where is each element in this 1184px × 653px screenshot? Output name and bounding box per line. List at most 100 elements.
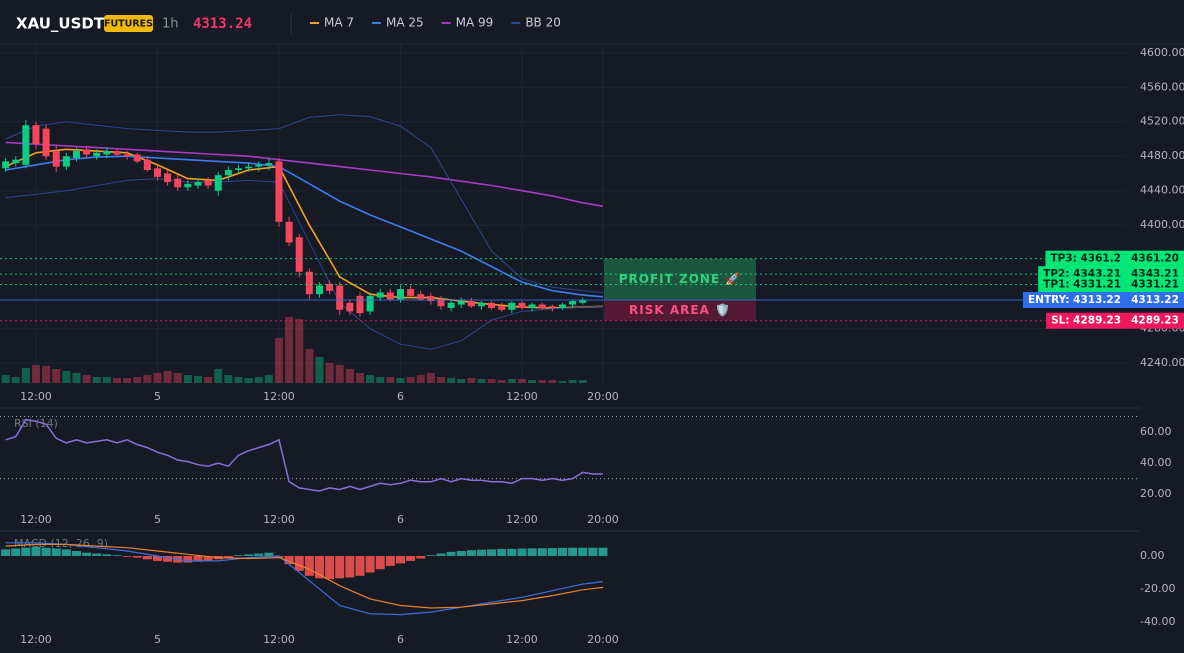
x-tick-label: 12:00 xyxy=(20,633,52,646)
symbol: XAU_USDT xyxy=(16,15,105,33)
volume-bar xyxy=(244,378,253,383)
macd-histogram-bar xyxy=(507,548,517,556)
macd-histogram-bar xyxy=(11,548,21,556)
x-tick-label: 6 xyxy=(397,633,404,646)
candle-body xyxy=(275,161,283,222)
macd-histogram-bar xyxy=(31,546,41,556)
y-tick-label: 4600.00 xyxy=(1140,46,1184,59)
candle-body xyxy=(457,301,465,305)
candle-body xyxy=(12,159,20,164)
macd-histogram-bar xyxy=(557,547,567,556)
level-tag: TP3: 4361.2 xyxy=(1050,253,1121,265)
candle-body xyxy=(174,178,182,188)
macd-histogram-bar xyxy=(274,555,284,558)
volume-bar xyxy=(345,369,354,383)
volume-bar xyxy=(143,375,152,383)
bb-lower xyxy=(5,178,604,350)
candle-body xyxy=(72,151,80,158)
volume-bar xyxy=(517,379,526,383)
macd-histogram-bar xyxy=(598,547,608,556)
x-tick-label: 20:00 xyxy=(587,390,619,403)
candle-body xyxy=(467,301,475,307)
x-tick-label: 6 xyxy=(397,390,404,403)
candle-body xyxy=(477,302,485,307)
level-tag-bg xyxy=(1046,312,1126,329)
macd-histogram-bar xyxy=(92,553,102,556)
macd-histogram-bar xyxy=(416,555,426,559)
volume-bar xyxy=(497,380,506,383)
macd-histogram-bar xyxy=(466,550,476,556)
x-tick-label: 6 xyxy=(397,513,404,526)
x-tick-label: 12:00 xyxy=(263,513,295,526)
legend-label: BB 20 xyxy=(525,16,561,30)
volume-bar xyxy=(447,378,456,383)
volume-bar xyxy=(204,377,213,383)
candle-body xyxy=(234,168,242,171)
macd-histogram-bar xyxy=(578,547,588,556)
volume-bar xyxy=(163,371,172,383)
axis-tag: 4331.21 xyxy=(1131,279,1179,291)
bb-upper xyxy=(5,114,604,293)
volume-bar xyxy=(325,363,334,383)
candle-body xyxy=(427,295,435,302)
candle-body xyxy=(315,285,323,295)
volume-bar xyxy=(274,338,283,383)
macd-histogram-bar xyxy=(223,555,233,558)
macd-histogram-bar xyxy=(517,548,527,556)
volume-bar xyxy=(254,377,263,383)
axis-tag: 4313.22 xyxy=(1131,294,1179,306)
volume-bar xyxy=(366,375,375,383)
candle-body xyxy=(417,294,425,300)
macd-histogram-bar xyxy=(365,555,375,573)
volume-bar xyxy=(528,380,537,383)
macd-histogram-bar xyxy=(385,555,395,566)
volume-bar xyxy=(538,380,547,383)
x-tick-label: 5 xyxy=(154,513,161,526)
candle-body xyxy=(356,295,364,314)
level-tag-bg xyxy=(1045,250,1126,267)
interval: 1h xyxy=(162,17,179,32)
macd-histogram-bar xyxy=(203,555,213,561)
y-tick-label: 4560.00 xyxy=(1140,80,1184,93)
legend-label: MA 25 xyxy=(386,16,424,30)
macd-histogram-bar xyxy=(568,547,578,556)
candle-body xyxy=(488,302,496,308)
y-tick-label: 20.00 xyxy=(1140,487,1172,500)
macd-histogram-bar xyxy=(132,555,142,558)
volume-bar xyxy=(264,375,273,383)
macd-histogram-bar xyxy=(284,555,294,565)
macd-histogram-bar xyxy=(21,547,31,556)
volume-bar xyxy=(11,377,20,383)
macd-line xyxy=(5,543,604,609)
volume-bar xyxy=(295,319,304,383)
volume-bar xyxy=(568,380,577,383)
volume-bar xyxy=(193,376,202,383)
last-price: 4313.24 xyxy=(193,16,252,32)
macd-histogram-bar xyxy=(254,553,264,556)
candle-body xyxy=(42,128,50,157)
volume-bar xyxy=(305,349,314,383)
macd-line xyxy=(5,542,604,616)
macd-histogram-bar xyxy=(233,555,243,556)
legend-label: MA 7 xyxy=(324,16,354,30)
volume-bar xyxy=(335,365,344,383)
macd-histogram-bar xyxy=(355,555,365,576)
macd-histogram-bar xyxy=(314,555,324,579)
axis-tag-bg xyxy=(1126,276,1184,293)
level-tag: SL: 4289.23 xyxy=(1051,315,1121,327)
volume-bar xyxy=(214,369,223,383)
macd-histogram-bar xyxy=(264,552,274,556)
candle-body xyxy=(32,125,40,145)
candle-body xyxy=(164,173,172,183)
macd-histogram-bar xyxy=(71,551,81,556)
candle-body xyxy=(113,151,121,155)
candle-body xyxy=(133,154,141,162)
candle-body xyxy=(22,125,30,165)
macd-histogram-bar xyxy=(163,555,173,562)
volume-bar xyxy=(112,378,121,383)
macd-histogram-bar xyxy=(476,549,486,556)
x-tick-label: 5 xyxy=(154,633,161,646)
y-tick-label: 4440.00 xyxy=(1140,184,1184,197)
